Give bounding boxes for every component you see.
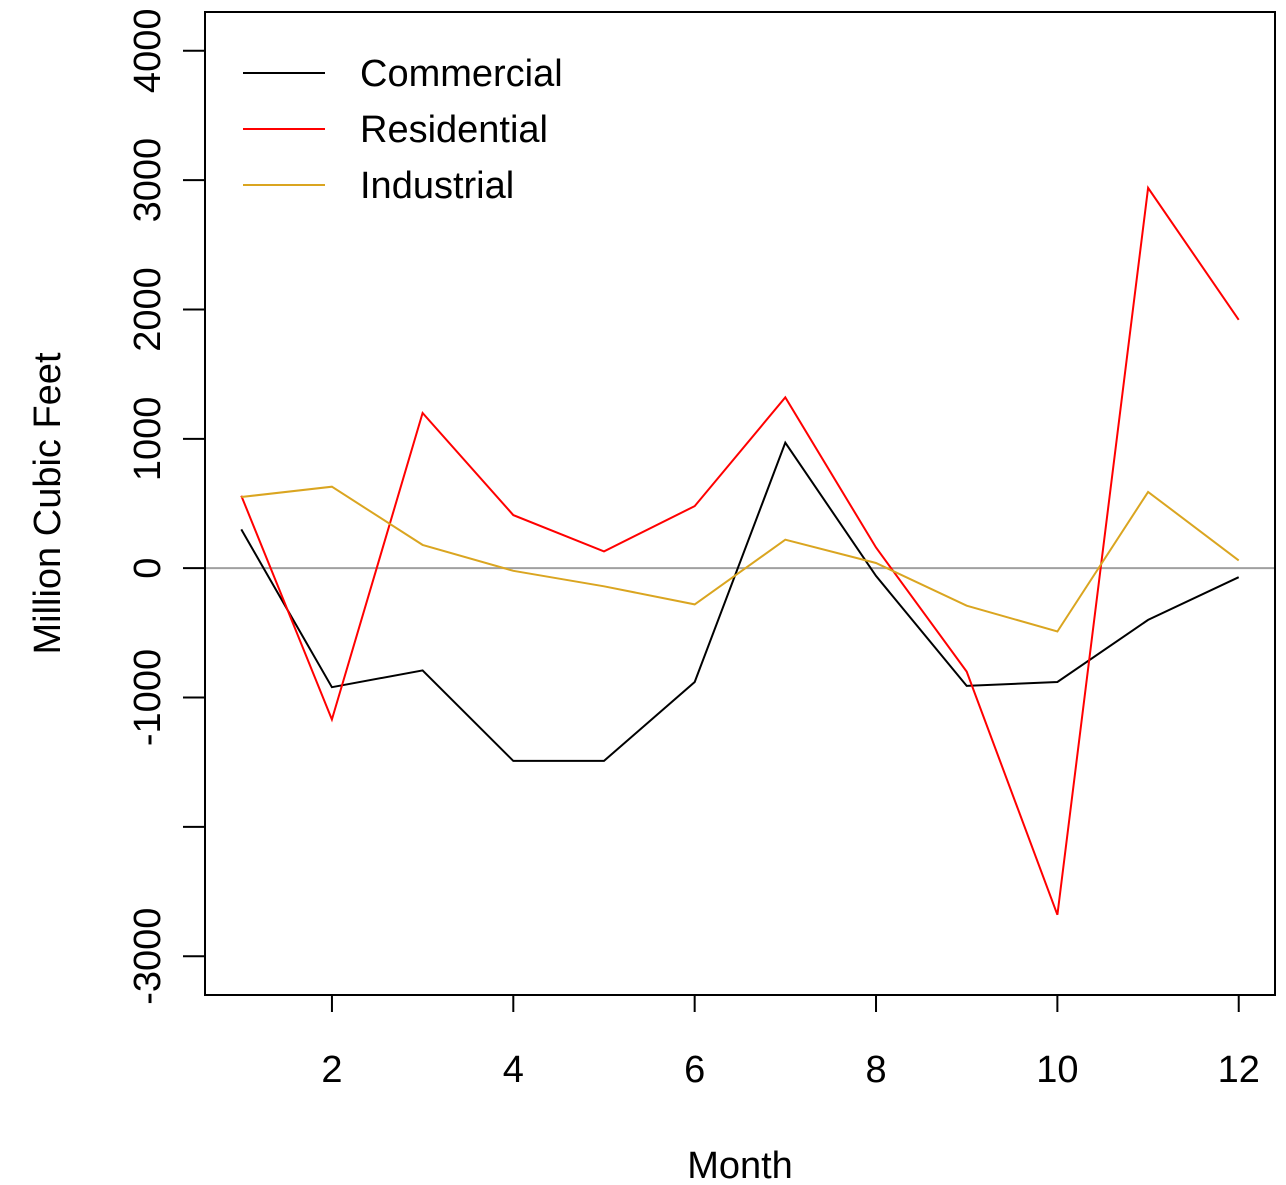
x-tick-label: 10 (1036, 1049, 1078, 1091)
legend: Commercial Residential Industrial (243, 53, 563, 207)
series-line-residential (240, 185, 1240, 916)
series-line-industrial (241, 485, 1240, 633)
x-tick-label: 8 (865, 1049, 886, 1091)
x-tick-label: 2 (321, 1049, 342, 1091)
legend-label-residential: Residential (360, 109, 548, 151)
y-tick-label: 2000 (127, 267, 169, 352)
y-tick-label: 1000 (127, 397, 169, 482)
x-axis: 2 4 6 8 10 12 (321, 994, 1260, 1091)
y-tick-label: 0 (127, 558, 169, 579)
y-tick-label: -3000 (127, 908, 169, 1005)
series-layer (240, 185, 1240, 916)
y-axis-title: Million Cubic Feet (27, 352, 69, 654)
legend-label-commercial: Commercial (360, 53, 563, 95)
y-axis: -3000 -1000 0 1000 2000 3000 4000 (127, 9, 206, 1005)
legend-label-industrial: Industrial (360, 165, 514, 207)
x-tick-label: 4 (503, 1049, 524, 1091)
y-tick-label: 4000 (127, 9, 169, 94)
x-tick-label: 6 (684, 1049, 705, 1091)
y-tick-label: -1000 (127, 649, 169, 746)
y-tick-label: 3000 (127, 138, 169, 223)
x-tick-label: 12 (1218, 1049, 1260, 1091)
x-axis-title: Month (687, 1145, 793, 1185)
series-line-commercial (240, 440, 1240, 762)
